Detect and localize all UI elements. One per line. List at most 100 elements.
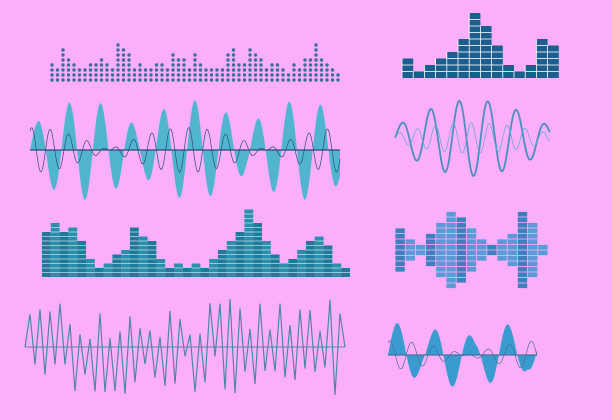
block-cell xyxy=(436,233,446,239)
eq-dot xyxy=(231,48,236,52)
block-cell xyxy=(446,228,456,234)
eq-dot xyxy=(160,73,164,77)
eq-dot xyxy=(55,68,60,72)
block-cell xyxy=(517,261,528,267)
block-cell xyxy=(436,266,446,272)
block-cell xyxy=(507,255,517,261)
eq-dot xyxy=(226,58,230,62)
eq-dot xyxy=(259,68,263,72)
eq-bar xyxy=(138,236,148,277)
block-cell xyxy=(466,233,477,239)
block-cell xyxy=(466,261,477,267)
eq-dot xyxy=(182,78,186,82)
eq-dot xyxy=(99,78,104,82)
block-cell xyxy=(497,244,507,250)
eq-dot xyxy=(187,78,192,82)
eq-dot xyxy=(242,68,247,72)
eq-dot xyxy=(248,53,252,57)
eq-dot xyxy=(55,78,60,82)
eq-dot xyxy=(259,63,263,67)
eq-dot xyxy=(77,68,82,72)
eq-dot xyxy=(105,78,109,82)
block-cell xyxy=(477,255,487,261)
eq-dot xyxy=(116,63,120,67)
block-cell xyxy=(456,217,466,223)
eq-dot xyxy=(330,73,335,77)
eq-dot xyxy=(325,73,329,77)
block-cell xyxy=(517,217,528,223)
eq-dot xyxy=(292,78,296,82)
block-cell xyxy=(538,244,548,250)
eq-dot xyxy=(253,68,258,72)
block-cell xyxy=(426,255,436,261)
eq-dot xyxy=(143,73,148,77)
eq-dot xyxy=(308,63,313,67)
eq-bar xyxy=(323,245,333,277)
block-cell xyxy=(466,244,477,250)
eq-dot xyxy=(319,73,324,77)
block-cell xyxy=(528,239,538,245)
eq-dot xyxy=(121,58,126,62)
block-cell xyxy=(436,261,446,267)
eq-dot xyxy=(149,73,153,77)
eq-dot xyxy=(138,68,142,72)
eq-dot xyxy=(292,68,296,72)
block-cell xyxy=(456,266,466,272)
eq-dot xyxy=(193,78,197,82)
eq-dot xyxy=(88,68,93,72)
eq-dot xyxy=(171,73,175,77)
eq-dot xyxy=(220,68,225,72)
eq-dot xyxy=(132,73,137,77)
block-cell xyxy=(405,250,415,256)
eq-dot xyxy=(176,58,181,62)
eq-dot xyxy=(231,63,236,67)
eq-dot xyxy=(116,48,120,52)
eq-dot xyxy=(198,78,203,82)
eq-dot xyxy=(292,63,296,67)
block-cell xyxy=(436,228,446,234)
eq-dot xyxy=(66,73,71,77)
block-cell xyxy=(405,239,415,245)
block-cell xyxy=(456,244,466,250)
eq-dot xyxy=(165,78,170,82)
eq-dot xyxy=(127,53,131,57)
eq-bar xyxy=(332,263,342,277)
eq-bar xyxy=(270,254,280,277)
block-cell xyxy=(395,266,405,272)
eq-dot xyxy=(182,63,186,67)
eq-dot xyxy=(226,73,230,77)
eq-dot xyxy=(143,68,148,72)
block-cell xyxy=(436,255,446,261)
eq-dot xyxy=(110,73,115,77)
eq-dot xyxy=(270,68,274,72)
eq-dot xyxy=(99,68,104,72)
eq-dot xyxy=(116,68,120,72)
eq-dot xyxy=(116,78,120,82)
eq-dot xyxy=(88,63,93,67)
eq-dot xyxy=(116,58,120,62)
eq-dot xyxy=(154,63,159,67)
block-cell xyxy=(466,255,477,261)
block-cell xyxy=(405,255,415,261)
eq-dot xyxy=(248,78,252,82)
eq-dot xyxy=(319,78,324,82)
eq-dot xyxy=(61,53,65,57)
block-cell xyxy=(446,222,456,228)
eq-dot xyxy=(61,63,65,67)
block-cell xyxy=(517,255,528,261)
eq-dot xyxy=(281,68,285,72)
eq-dot xyxy=(275,63,280,67)
eq-dot xyxy=(77,78,82,82)
eq-dot xyxy=(66,58,71,62)
eq-dot xyxy=(138,78,142,82)
eq-dot xyxy=(182,58,186,62)
block-cell xyxy=(426,261,436,267)
eq-dot xyxy=(143,78,148,82)
eq-dot xyxy=(149,68,153,72)
eq-dot xyxy=(275,68,280,72)
eq-dot xyxy=(204,73,208,77)
eq-dot xyxy=(127,63,131,67)
eq-dot xyxy=(154,78,159,82)
eq-dot xyxy=(259,78,263,82)
eq-dot xyxy=(248,63,252,67)
